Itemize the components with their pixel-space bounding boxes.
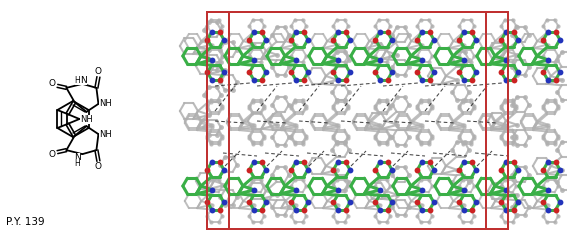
Text: H: H xyxy=(74,76,81,85)
Text: P.Y. 139: P.Y. 139 xyxy=(6,217,45,227)
Text: NH: NH xyxy=(80,114,93,123)
Text: O: O xyxy=(49,79,56,88)
Text: H: H xyxy=(74,159,81,168)
Text: NH: NH xyxy=(99,99,112,108)
Text: O: O xyxy=(49,150,56,159)
Text: O: O xyxy=(95,162,102,171)
Text: NH: NH xyxy=(99,130,112,139)
Text: N: N xyxy=(80,76,87,85)
Text: N: N xyxy=(74,153,81,162)
Text: O: O xyxy=(95,67,102,76)
